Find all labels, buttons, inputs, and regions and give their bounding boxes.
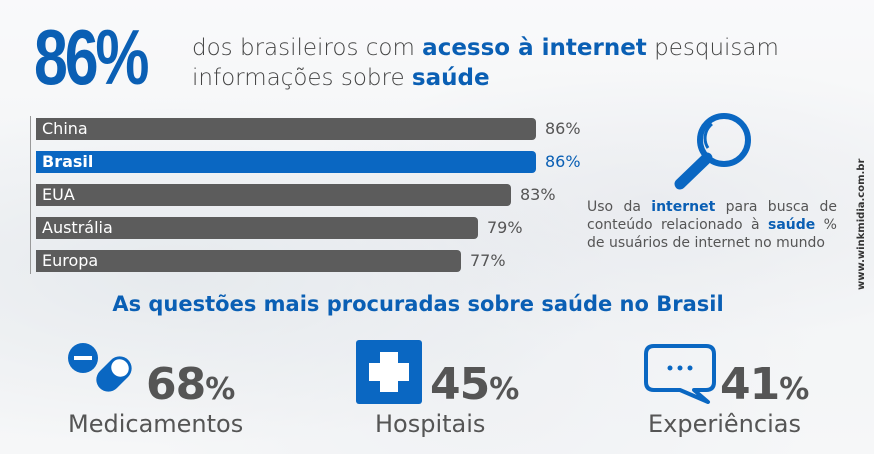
- bar-row: China 86%: [36, 118, 596, 140]
- magnifier-icon: [674, 113, 751, 190]
- chat-bubble-icon: [644, 344, 716, 404]
- bar-1: Brasil: [36, 151, 536, 173]
- search-note: Uso da internet para busca de conteúdo r…: [587, 198, 837, 252]
- bar-value-label: 79%: [487, 218, 523, 237]
- stat-value: 41%: [720, 359, 809, 415]
- bar-0: China: [36, 118, 536, 140]
- headline-part2: pesquisam informações sobre: [192, 35, 779, 91]
- bar-3: Austrália: [36, 217, 478, 239]
- note-highlight-saude: saúde: [768, 217, 816, 233]
- note-part2: para busca de conteúdo relacionado à: [587, 199, 837, 233]
- bar-value-label: 77%: [470, 251, 506, 270]
- note-highlight-internet: internet: [651, 199, 716, 215]
- stat-unit: %: [779, 372, 809, 407]
- headline-highlight-internet: acesso à internet: [422, 35, 647, 61]
- bar-row: Austrália 79%: [36, 217, 596, 239]
- stat-unit: %: [205, 372, 235, 407]
- bar-row: Brasil 86%: [36, 151, 596, 173]
- stat-unit: %: [489, 372, 519, 407]
- stat-number: 45: [430, 359, 490, 410]
- section-subtitle: As questões mais procuradas sobre saúde …: [112, 292, 724, 316]
- headline-big-percent: 86%: [34, 13, 150, 101]
- stat-number: 68: [146, 359, 206, 410]
- headline-text: dos brasileiros com acesso à internet pe…: [192, 33, 832, 93]
- pill-icon: [68, 343, 132, 392]
- stat-label: Medicamentos: [68, 410, 244, 438]
- stat-number: 41: [720, 359, 780, 410]
- headline-part1: dos brasileiros com: [192, 35, 423, 61]
- bar-bracket: [30, 116, 34, 274]
- note-part3: % de usuários de internet no mundo: [587, 217, 837, 251]
- stat-value: 45%: [430, 359, 519, 415]
- bar-row: EUA 83%: [36, 184, 596, 206]
- stat-label: Experiências: [648, 410, 801, 438]
- note-part1: Uso da: [587, 199, 652, 215]
- source-watermark: www.winkmidia.com.br: [856, 158, 867, 290]
- bar-value-label: 83%: [520, 185, 556, 204]
- bar-value-label: 86%: [545, 119, 581, 138]
- bar-2: EUA: [36, 184, 511, 206]
- headline-highlight-saude: saúde: [411, 65, 490, 91]
- stat-value: 68%: [146, 359, 235, 415]
- hospital-cross-icon: [356, 340, 422, 404]
- bar-4: Europa: [36, 250, 461, 272]
- stat-label: Hospitais: [375, 410, 486, 438]
- country-bar-chart: China 86% Brasil 86% EUA 83% Austrália 79% Europ…: [36, 118, 596, 283]
- bar-row: Europa 77%: [36, 250, 596, 272]
- bar-value-label: 86%: [545, 152, 581, 171]
